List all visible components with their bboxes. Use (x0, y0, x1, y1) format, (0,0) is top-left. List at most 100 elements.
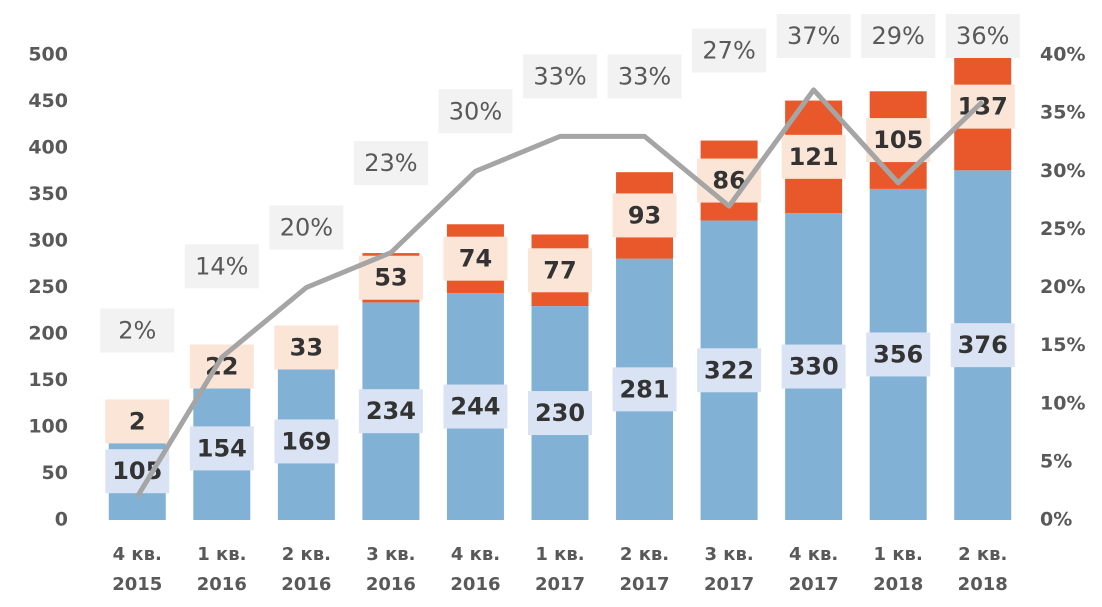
data-label: 53 (374, 264, 407, 292)
data-label: 105 (873, 126, 923, 154)
percent-label-group: 2% (100, 308, 175, 353)
percent-label-group: 33% (523, 54, 597, 99)
x-tick-label: 4 кв. 2015 (112, 544, 162, 595)
data-label-group: 169 (274, 419, 339, 464)
x-tick-line: 2016 (450, 574, 500, 595)
y2-tick-label: 10% (1040, 392, 1085, 414)
data-label-bg (612, 193, 677, 238)
x-tick-line: 1 кв. (197, 544, 246, 565)
percent-label-bg (269, 205, 344, 250)
data-label-group: 93 (612, 193, 677, 238)
x-tick-line: 2018 (873, 574, 923, 595)
y-tick-label: 500 (28, 44, 68, 66)
x-tick-line: 1 кв. (535, 544, 584, 565)
data-label: 281 (619, 375, 669, 403)
x-tick-label: 2 кв. 2017 (619, 544, 669, 595)
data-label-bg (274, 419, 339, 464)
data-label-group: 86 (697, 158, 762, 203)
percent-label-bg (100, 308, 175, 353)
percent-label-bg (861, 14, 936, 58)
data-label-bg (612, 367, 677, 412)
percent-label-group: 30% (438, 89, 513, 134)
percent-label: 2% (118, 316, 156, 344)
y-tick-label: 250 (28, 276, 68, 298)
percent-label-group: 29% (861, 14, 936, 58)
data-label-group: 234 (358, 389, 423, 434)
data-label-group: 330 (781, 344, 846, 389)
percent-label: 14% (195, 252, 248, 280)
data-label-group: 376 (950, 323, 1015, 368)
percent-label-group: 33% (607, 54, 682, 99)
x-tick-label: 3 кв. 2016 (366, 544, 416, 595)
data-label-group: 74 (443, 236, 508, 281)
y-tick-label: 50 (42, 462, 68, 484)
data-label-group: 322 (697, 348, 762, 393)
data-label-group: 154 (189, 426, 254, 471)
data-label: 121 (789, 143, 839, 171)
x-tick-line: 2017 (619, 574, 669, 595)
x-tick-line: 2015 (112, 574, 162, 595)
y-tick-label: 400 (28, 137, 68, 159)
data-label-bg (105, 399, 170, 444)
percent-label: 23% (364, 149, 417, 177)
percent-label-bg (438, 89, 513, 134)
data-label: 376 (958, 331, 1008, 359)
data-label-bg (528, 391, 592, 436)
data-label-bg (443, 384, 508, 429)
y2-tick-label: 35% (1040, 102, 1085, 124)
y-tick-label: 200 (28, 323, 68, 345)
data-label: 74 (459, 245, 492, 273)
x-tick-label: 3 кв. 2017 (704, 544, 754, 595)
y2-tick-label: 40% (1040, 44, 1085, 66)
percent-label: 30% (449, 97, 502, 125)
percent-label: 20% (280, 214, 333, 242)
data-label: 230 (535, 399, 585, 427)
data-label-group: 33 (274, 325, 339, 370)
percent-label-group: 14% (184, 244, 259, 289)
x-tick-label: 1 кв. 2017 (535, 544, 585, 595)
data-label: 169 (281, 427, 331, 455)
percent-label-group: 27% (692, 28, 767, 73)
y2-tick-label: 0% (1040, 509, 1072, 531)
data-label-bg (189, 344, 254, 389)
percent-label-bg (776, 14, 851, 58)
y2-tick-label: 25% (1040, 218, 1085, 240)
data-label-bg (105, 449, 170, 494)
data-label-bg (358, 389, 423, 434)
percent-label: 27% (702, 37, 755, 65)
percent-label-group: 37% (776, 14, 851, 58)
percent-label-group: 20% (269, 205, 344, 250)
x-tick-label: 1 кв. 2018 (873, 544, 923, 595)
x-tick-line: 4 кв. (789, 544, 838, 565)
x-tick-label: 4 кв. 2016 (450, 544, 500, 595)
x-tick-label: 4 кв. 2017 (789, 544, 839, 595)
data-label-bg (866, 118, 931, 163)
percent-label: 33% (533, 62, 586, 90)
y-tick-label: 450 (28, 90, 68, 112)
data-label: 33 (290, 333, 323, 361)
percent-label: 37% (787, 22, 840, 50)
data-label-group: 281 (612, 367, 677, 412)
x-tick-line: 4 кв. (113, 544, 162, 565)
data-label-bg (274, 325, 339, 370)
data-label-bg (950, 323, 1015, 368)
percent-label: 36% (956, 22, 1009, 50)
data-label-group: 244 (443, 384, 508, 429)
data-label: 154 (197, 434, 247, 462)
x-tick-line: 3 кв. (704, 544, 753, 565)
data-label-group: 2 (105, 399, 170, 444)
line (135, 87, 985, 499)
data-label: 322 (704, 356, 754, 384)
y2-tick-label: 30% (1040, 160, 1085, 182)
x-tick-line: 2 кв. (620, 544, 669, 565)
data-label-group: 121 (781, 134, 846, 179)
data-label-bg (528, 248, 592, 293)
percent-label-bg (184, 244, 259, 289)
percent-label-bg (692, 28, 767, 73)
x-tick-line: 4 кв. (451, 544, 500, 565)
x-tick-line: 2016 (366, 574, 416, 595)
data-label-group: 356 (866, 332, 931, 377)
data-label-bg (189, 426, 254, 471)
data-label: 234 (366, 397, 416, 425)
